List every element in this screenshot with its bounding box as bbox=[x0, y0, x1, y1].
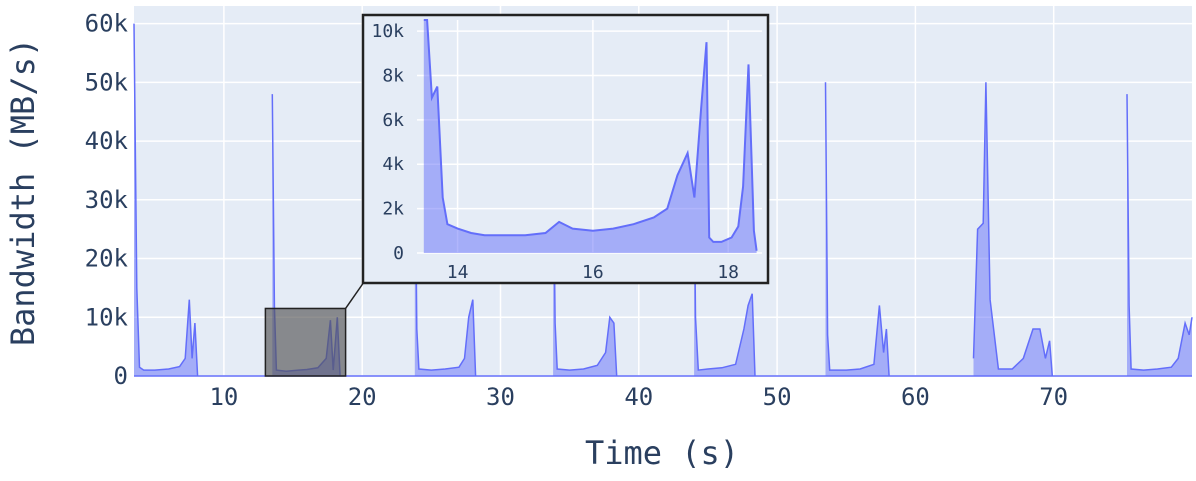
inset: 14 16 18 0 2k 4k 6k 8k 10k bbox=[361, 13, 770, 285]
inset-series bbox=[423, 19, 758, 253]
series-line bbox=[693, 164, 756, 377]
inset-y-tick-label: 0 bbox=[393, 243, 404, 264]
inset-x-tick-label: 18 bbox=[717, 262, 739, 283]
series-area bbox=[1127, 94, 1192, 376]
series-line bbox=[414, 111, 477, 377]
inset-series-area bbox=[423, 20, 757, 253]
y-tick-label: 50k bbox=[85, 68, 129, 96]
y-tick-label: 30k bbox=[85, 186, 129, 214]
series-line bbox=[972, 82, 1054, 377]
series-area bbox=[973, 82, 1053, 377]
series-area bbox=[414, 111, 476, 376]
x-axis-title: Time (s) bbox=[585, 434, 739, 472]
x-tick-label: 70 bbox=[1039, 383, 1068, 411]
series-line bbox=[1126, 94, 1193, 371]
series-line bbox=[133, 23, 199, 377]
inset-y-tick-label: 6k bbox=[382, 110, 404, 131]
main-series bbox=[133, 23, 1193, 377]
series-area bbox=[694, 164, 755, 376]
y-axis-title: Bandwidth (MB/s) bbox=[4, 38, 42, 346]
series-line bbox=[552, 129, 618, 377]
inset-x-tick-label: 16 bbox=[582, 262, 604, 283]
series-line bbox=[824, 82, 890, 377]
x-tick-label: 10 bbox=[209, 383, 238, 411]
inset-series-line bbox=[423, 19, 758, 251]
series-area bbox=[553, 129, 617, 376]
inset-axis-ticks: 14 16 18 0 2k 4k 6k 8k 10k bbox=[371, 21, 739, 283]
x-tick-label: 40 bbox=[624, 383, 653, 411]
inset-x-tick-label: 14 bbox=[447, 262, 469, 283]
y-tick-label: 60k bbox=[85, 10, 129, 38]
y-tick-label: 10k bbox=[85, 303, 129, 331]
x-tick-label: 20 bbox=[348, 383, 377, 411]
y-tick-label: 20k bbox=[85, 245, 129, 273]
inset-y-tick-label: 8k bbox=[382, 65, 404, 86]
x-tick-label: 30 bbox=[486, 383, 515, 411]
inset-y-tick-label: 10k bbox=[371, 21, 404, 42]
x-tick-label: 50 bbox=[763, 383, 792, 411]
zoom-highlight-region bbox=[264, 307, 347, 377]
y-tick-label: 0 bbox=[114, 362, 128, 390]
y-tick-label: 40k bbox=[85, 127, 129, 155]
inset-connector-line bbox=[344, 281, 365, 309]
inset-y-tick-label: 2k bbox=[382, 199, 404, 220]
inset-y-tick-label: 4k bbox=[382, 154, 404, 175]
main-axis-ticks: 10 20 30 40 50 60 70 0 10k 20k 30k 40k 50k 60k bbox=[85, 10, 1069, 411]
x-tick-label: 60 bbox=[901, 383, 930, 411]
